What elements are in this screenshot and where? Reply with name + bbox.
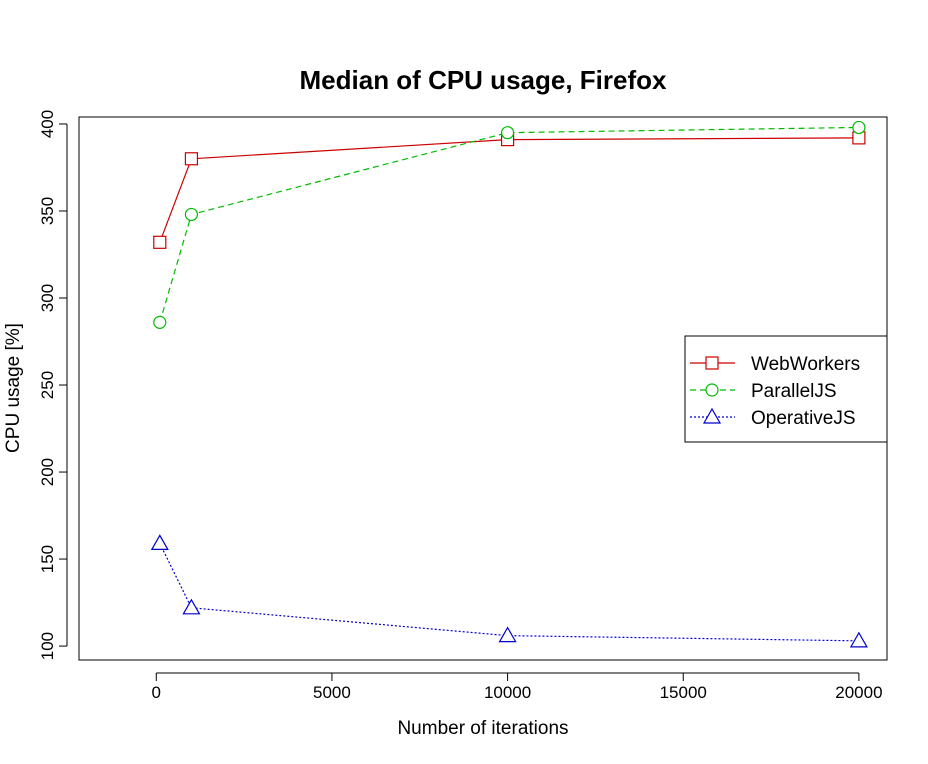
data-point-operativejs	[849, 631, 868, 648]
x-tick-label: 0	[152, 683, 161, 702]
chart-title: Median of CPU usage, Firefox	[300, 65, 667, 95]
series-line-operativejs	[159, 543, 859, 642]
y-tick-label: 400	[38, 110, 57, 138]
x-axis: 0 5000 10000 15000 20000	[152, 672, 883, 702]
data-point-paralleljs	[500, 126, 515, 140]
y-axis-label: CPU usage [%]	[3, 323, 24, 453]
series-line-paralleljs	[159, 126, 859, 323]
legend-label-webworkers: WebWorkers	[751, 354, 860, 375]
data-point-operativejs	[150, 534, 169, 550]
series-line-webworkers	[159, 137, 859, 243]
y-tick-label: 300	[38, 284, 57, 312]
data-point-paralleljs	[852, 120, 866, 135]
data-point-paralleljs	[153, 315, 167, 329]
data-point-webworkers	[184, 152, 199, 166]
data-point-paralleljs	[184, 207, 199, 222]
x-tick-label: 20000	[835, 683, 882, 702]
data-point-webworkers	[153, 235, 167, 249]
y-tick-label: 150	[38, 545, 57, 573]
x-tick-label: 15000	[660, 683, 707, 702]
legend-marker-webworkers	[705, 356, 719, 370]
y-axis: 100 150 200 250 300 350 400	[38, 110, 68, 660]
y-tick-label: 100	[38, 632, 57, 660]
y-tick-label: 250	[38, 371, 57, 399]
x-tick-label: 10000	[484, 683, 531, 702]
legend-box	[684, 335, 888, 443]
data-point-operativejs	[182, 598, 201, 615]
legend-label-paralleljs: ParallelJS	[751, 381, 837, 402]
x-axis-label: Number of iterations	[397, 718, 568, 739]
legend: WebWorkers ParallelJS OperativeJS	[684, 335, 888, 443]
legend-marker-paralleljs	[705, 383, 719, 397]
x-tick-label: 5000	[313, 683, 351, 702]
series-layer	[150, 120, 868, 648]
legend-label-operativejs: OperativeJS	[751, 408, 856, 429]
y-tick-label: 350	[38, 197, 57, 225]
data-point-operativejs	[498, 626, 517, 643]
legend-marker-operativejs	[702, 407, 722, 424]
y-tick-label: 200	[38, 458, 57, 486]
